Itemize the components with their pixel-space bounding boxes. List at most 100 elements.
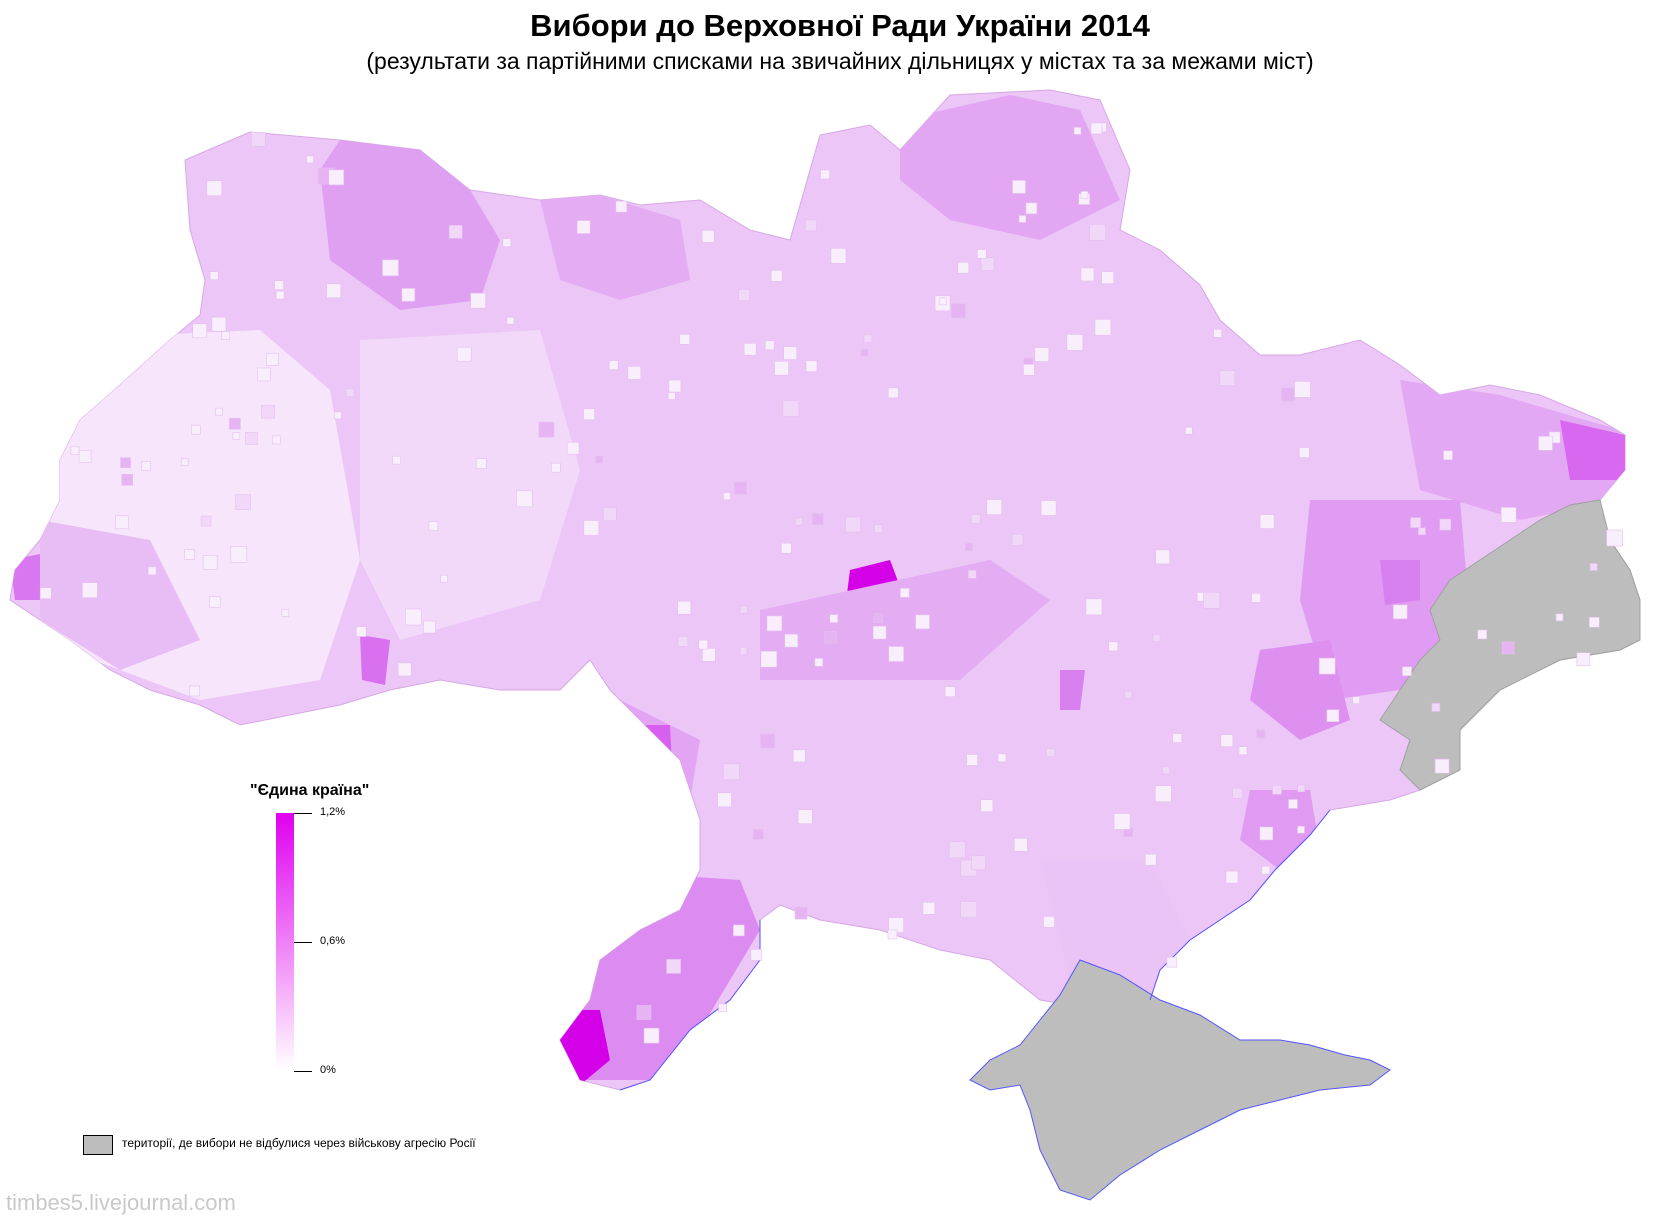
city-square [1232,787,1243,799]
city-square [1144,853,1157,866]
legend-title: "Єдина країна" [250,782,370,799]
city-square [636,1005,652,1020]
city-square [250,131,266,147]
city-square [980,799,994,813]
city-square [334,411,342,420]
city-square [470,292,486,309]
city-square [232,432,241,440]
city-square [829,614,839,623]
city-square [820,169,830,180]
city-square [957,261,970,274]
city-square [1352,696,1360,705]
city-square [830,248,847,264]
city-square [860,348,869,357]
city-square [82,582,98,598]
no-data-swatch [83,1135,113,1155]
city-square [456,346,472,362]
city-square [583,408,595,421]
city-square [70,446,80,455]
city-square [792,749,806,763]
city-square [899,587,910,598]
city-square [423,620,436,634]
city-square [229,417,241,430]
city-square [1501,641,1515,655]
city-square [797,809,813,825]
city-square [1272,785,1282,795]
legend-gradient [276,813,294,1071]
city-square [180,458,189,466]
region-podilsk-peak [630,725,672,770]
city-square [121,473,134,486]
city-square [734,481,747,495]
city-square [811,513,824,525]
city-square [1256,729,1266,739]
city-square [1259,514,1275,529]
legend-label-min: 0% [320,1064,336,1076]
city-square [1477,629,1487,640]
city-square [1023,364,1035,376]
legend-label-mid: 0,6% [320,935,346,947]
city-square [502,238,512,247]
page-subtitle: (результати за партійними списками на зв… [366,48,1314,74]
city-square [382,259,399,277]
city-square [760,733,775,749]
city-square [221,331,230,340]
region-north-volyn [320,140,500,310]
no-data-label: території, де вибори не відбулися через … [122,1136,476,1150]
city-square [306,155,314,164]
city-square [887,387,899,399]
region-central-west [360,330,580,640]
city-square [1152,634,1161,643]
city-square [915,614,930,630]
city-square [1261,865,1271,875]
city-square [723,763,740,781]
city-square [397,662,412,677]
city-square [766,615,783,632]
city-square [1220,734,1234,747]
city-square [355,626,367,637]
city-square [209,271,219,281]
city-square [608,360,619,370]
city-square [206,180,223,197]
city-square [874,524,883,533]
city-square [272,435,281,445]
city-square [1080,267,1095,282]
city-square [1166,956,1178,968]
city-square [401,288,416,302]
city-square [191,424,201,435]
city-square [1259,826,1274,841]
city-square [845,516,861,533]
city-square [39,587,52,599]
city-square [245,432,258,445]
city-square [256,367,271,382]
city-square [783,346,798,360]
city-square [872,625,887,640]
city-square [475,458,487,469]
city-square [938,297,947,306]
city-square [1090,122,1103,135]
city-square [215,407,223,416]
city-square [506,316,515,325]
page-title: Вибори до Верховної Ради України 2014 [530,8,1150,43]
city-square [750,949,763,961]
city-square [448,225,463,239]
legend-tick-max [294,813,312,814]
legend-tick-mid [294,942,312,943]
city-square [739,605,748,614]
city-square [1606,529,1623,547]
city-square [794,517,803,526]
city-square [551,462,561,473]
city-square [1108,641,1119,652]
city-square [595,455,603,464]
city-square [1410,517,1421,528]
city-square [1012,180,1026,194]
city-square [760,650,778,668]
city-square [738,289,750,301]
occupied-crimea [969,959,1391,1201]
city-square [1113,813,1131,830]
city-square [114,515,129,530]
city-square [202,555,218,570]
city-square [1213,329,1222,338]
city-square [1288,799,1298,809]
